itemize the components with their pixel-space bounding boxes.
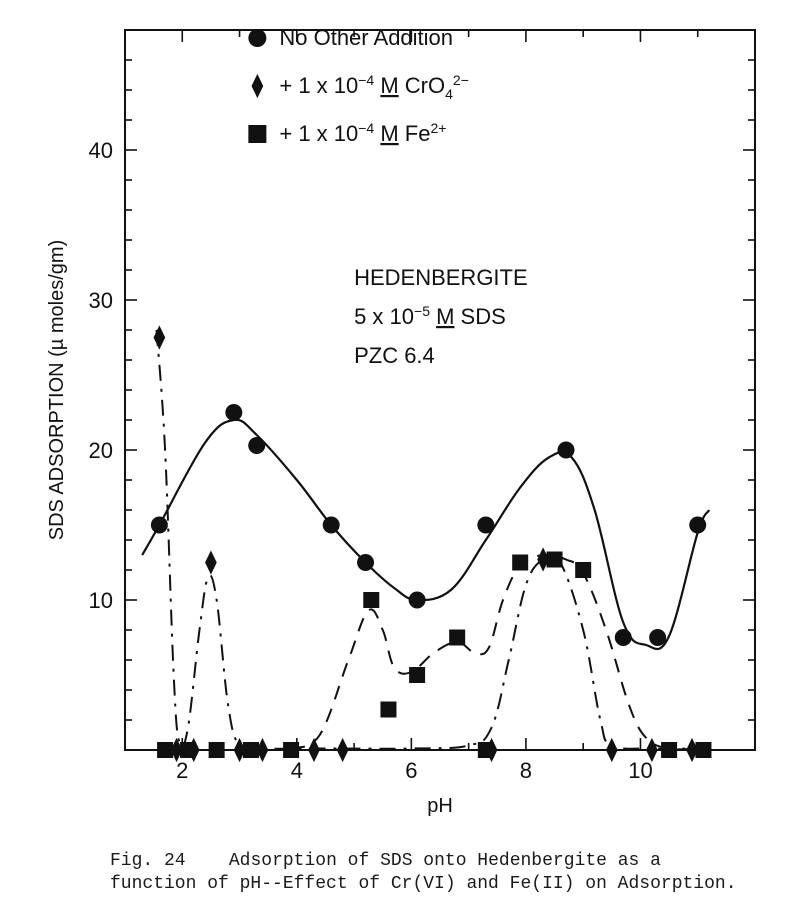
svg-text:HEDENBERGITE: HEDENBERGITE (354, 265, 528, 290)
svg-text:8: 8 (520, 758, 532, 783)
svg-text:2: 2 (176, 758, 188, 783)
svg-text:+ 1 x 10−4 M CrO42−: + 1 x 10−4 M CrO42− (279, 72, 469, 102)
svg-text:30: 30 (89, 288, 113, 313)
caption-prefix: Fig. 24 (110, 851, 186, 871)
svg-text:pH: pH (427, 795, 453, 817)
svg-text:20: 20 (89, 438, 113, 463)
svg-text:No Other Addition: No Other Addition (279, 25, 453, 50)
chart-svg: 2 4 6 8 10 10 20 30 40 pH SDS ADSORPTION (µ moles/… (30, 10, 770, 830)
svg-text:10: 10 (628, 758, 652, 783)
chart-container: 2 4 6 8 10 10 20 30 40 pH SDS ADSORPTION (µ moles/… (30, 10, 770, 830)
svg-text:40: 40 (89, 138, 113, 163)
svg-text:SDS ADSORPTION (µ moles/gm): SDS ADSORPTION (µ moles/gm) (46, 240, 68, 540)
svg-text:6: 6 (405, 758, 417, 783)
svg-text:PZC 6.4: PZC 6.4 (354, 343, 435, 368)
svg-text:5 x 10−5 M SDS: 5 x 10−5 M SDS (354, 303, 506, 329)
svg-text:+ 1 x 10−4 M Fe2+: + 1 x 10−4 M Fe2+ (279, 120, 446, 146)
svg-text:10: 10 (89, 588, 113, 613)
figure-caption: Fig. 24 Adsorption of SDS onto Hedenberg… (110, 850, 750, 895)
svg-text:4: 4 (291, 758, 303, 783)
